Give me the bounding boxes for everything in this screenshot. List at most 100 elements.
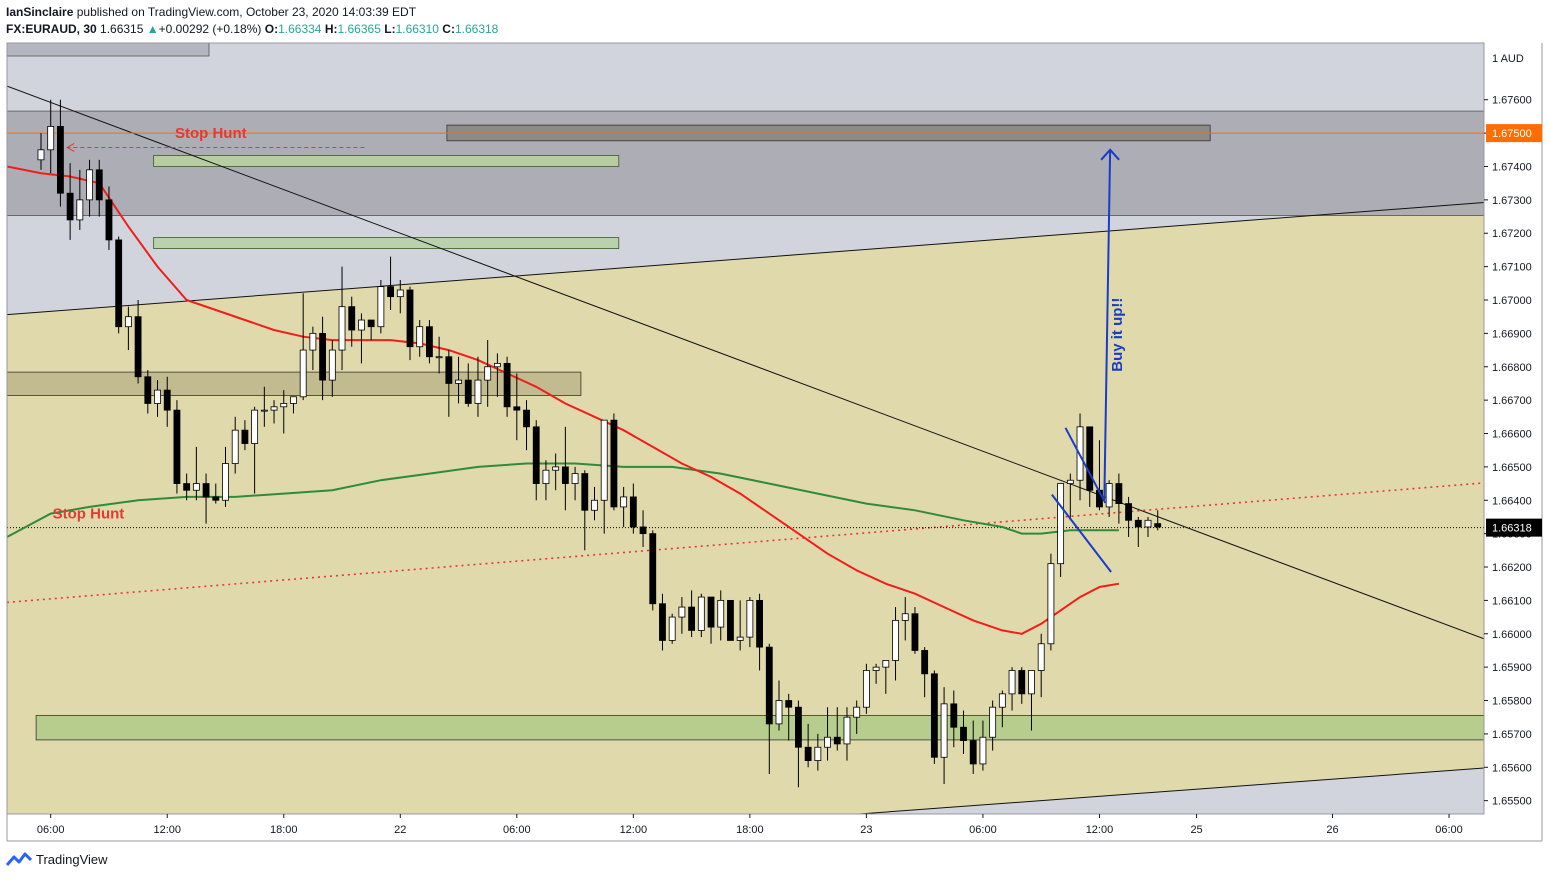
candle-body: [1028, 670, 1035, 695]
x-tick-label: 06:00: [503, 824, 531, 836]
flag-lower-line: [1051, 493, 1112, 573]
candle-body: [892, 620, 899, 661]
symbol-label[interactable]: FX:EURAUD, 30: [6, 22, 97, 36]
candle-body: [591, 499, 598, 511]
change-value: +0.00292 (+0.18%): [158, 22, 262, 36]
zones-layer: [7, 43, 1484, 741]
green-box-middle: [153, 237, 620, 249]
candle: [824, 707, 831, 761]
candle: [736, 600, 744, 651]
y-tick-label: 1.65900: [1492, 662, 1532, 674]
tradingview-logo[interactable]: TradingView: [6, 851, 108, 867]
candles-layer: [37, 99, 1162, 788]
candle-body: [435, 356, 443, 359]
candle: [552, 453, 560, 491]
candle: [804, 723, 812, 768]
candle-body: [795, 706, 802, 748]
candle: [659, 593, 666, 651]
y-tick-label: 1.66700: [1492, 395, 1532, 407]
candle: [765, 643, 773, 774]
x-tick-label: 25: [1190, 824, 1202, 836]
y-tick-label: 1.65700: [1492, 729, 1532, 741]
candle-body: [523, 409, 530, 428]
channel-top-line: [7, 201, 1484, 316]
candle: [56, 99, 64, 207]
low-value: 1.66310: [395, 22, 439, 36]
candle-body: [86, 169, 93, 201]
candle-body: [319, 332, 327, 381]
candle: [688, 590, 696, 638]
candle-body: [785, 700, 793, 708]
candle: [785, 693, 793, 741]
candle-body: [260, 409, 268, 412]
candle: [367, 319, 375, 341]
candle-body: [212, 496, 220, 501]
x-tick-label: 06:00: [37, 824, 65, 836]
candle: [416, 320, 424, 357]
price-label-text: 1.66318: [1492, 523, 1532, 535]
candle-body: [1018, 670, 1026, 695]
candle: [192, 446, 200, 501]
candle-body: [445, 356, 453, 384]
candle-body: [1086, 426, 1094, 491]
candle-body: [756, 599, 763, 648]
candle: [270, 400, 278, 424]
candle: [1144, 516, 1152, 537]
x-tick-label: 23: [860, 824, 872, 836]
trendlines-layer: [7, 85, 1484, 814]
y-tick-label: 1.67000: [1492, 295, 1532, 307]
candle: [862, 663, 870, 714]
stop-hunt-top-label: Stop Hunt: [175, 125, 247, 142]
candle-body: [969, 740, 977, 765]
candle: [561, 426, 569, 511]
candle: [746, 597, 754, 648]
candle: [338, 266, 346, 371]
buy-it-up-label: Buy it up!!: [1109, 298, 1126, 372]
candle-body: [202, 483, 210, 498]
candle-body: [387, 286, 394, 298]
candle: [969, 720, 977, 774]
x-tick-label: 26: [1326, 824, 1338, 836]
candle: [76, 169, 84, 230]
candle-body: [348, 306, 356, 331]
candle: [231, 416, 239, 474]
candle-body: [843, 716, 851, 745]
green-box-upper: [153, 155, 620, 167]
candle: [1057, 483, 1065, 578]
y-tick-label: 1.67600: [1492, 95, 1532, 107]
rising-channel-fill: [7, 202, 1484, 814]
candle: [280, 390, 288, 434]
y-tick-label: 1.65800: [1492, 696, 1532, 708]
candle-body: [659, 603, 666, 641]
candle: [299, 293, 307, 401]
candle-body: [911, 613, 919, 651]
candle-body: [47, 126, 55, 151]
author-name[interactable]: IanSinclaire: [6, 5, 74, 19]
candle: [542, 460, 550, 501]
candle: [1154, 510, 1162, 531]
candle-body: [416, 326, 424, 348]
candle-body: [183, 483, 191, 491]
y-tick-label: 1.66100: [1492, 595, 1532, 607]
candle-body: [552, 466, 560, 471]
candle: [581, 470, 589, 551]
candle-body: [328, 349, 336, 381]
candle: [989, 700, 997, 751]
candle-body: [1115, 483, 1123, 504]
high-value: 1.66365: [337, 22, 381, 36]
candle: [697, 593, 705, 638]
candle-body: [455, 379, 462, 384]
candle: [1037, 633, 1045, 698]
candle: [668, 613, 676, 644]
candle: [911, 607, 919, 654]
candle-body: [270, 406, 278, 411]
candle: [464, 363, 472, 407]
y-tick-label: 1.66400: [1492, 495, 1532, 507]
candle-body: [56, 126, 64, 194]
candle-body: [688, 606, 696, 631]
candle: [1105, 480, 1113, 517]
tradingview-logo-icon: [6, 852, 32, 866]
candle: [503, 356, 511, 417]
candle-body: [960, 726, 967, 741]
